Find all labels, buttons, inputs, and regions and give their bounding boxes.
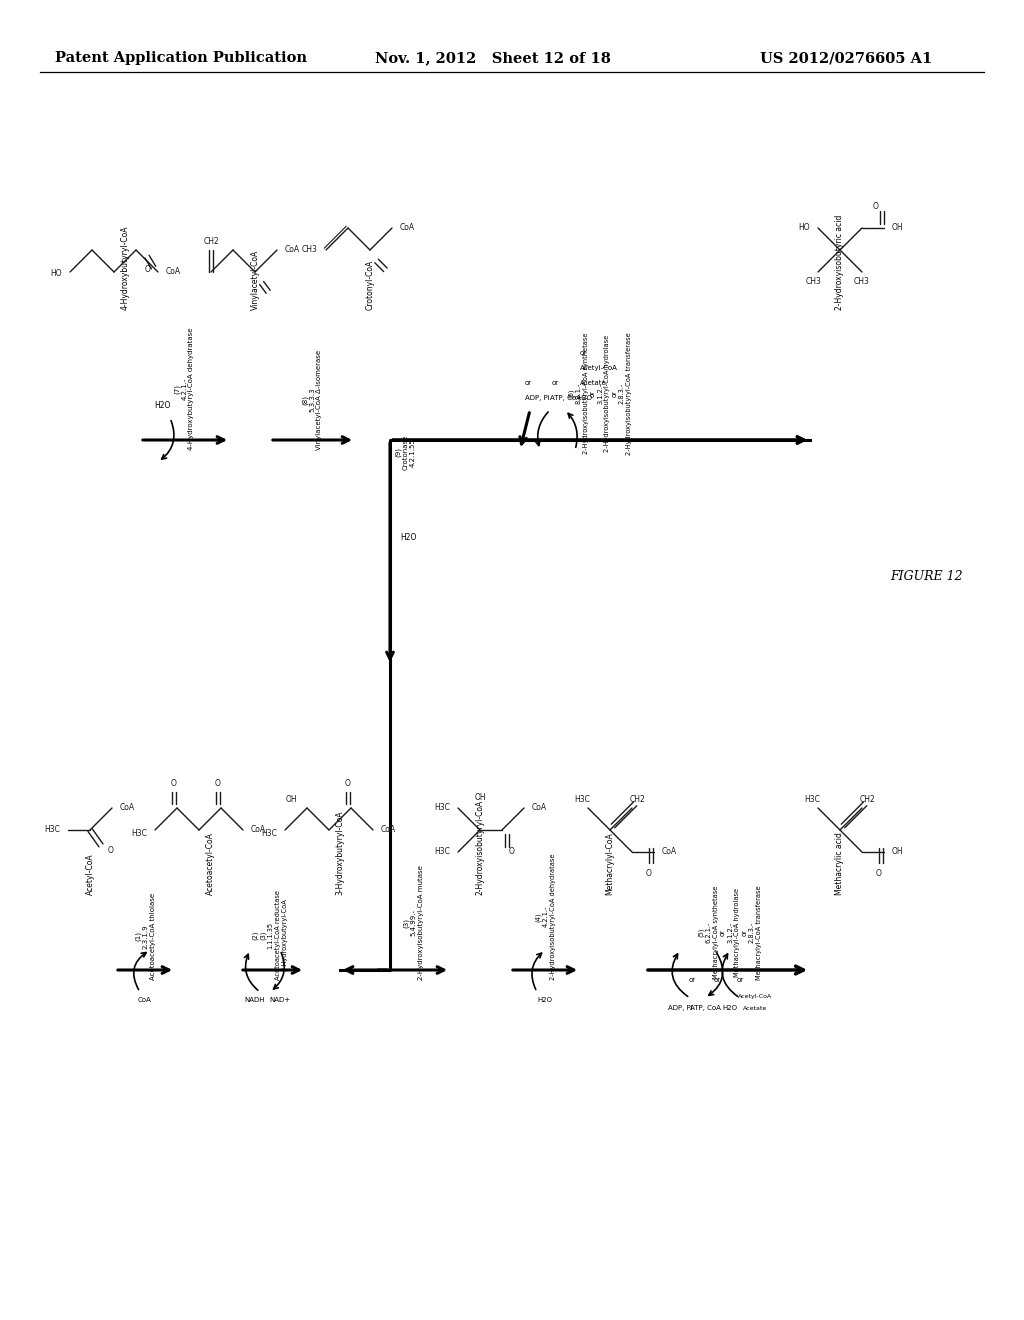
Text: H3C: H3C: [574, 796, 590, 804]
Text: H2O: H2O: [400, 533, 417, 543]
Text: (7)
4.2.1.-
4-Hydroxybutyryl-CoA dehydratase: (7) 4.2.1.- 4-Hydroxybutyryl-CoA dehydra…: [173, 327, 195, 450]
Text: US 2012/0276605 A1: US 2012/0276605 A1: [760, 51, 932, 65]
Text: OH: OH: [474, 793, 485, 803]
Text: or: or: [688, 977, 695, 983]
Text: FIGURE 12: FIGURE 12: [890, 570, 963, 583]
Text: Patent Application Publication: Patent Application Publication: [55, 51, 307, 65]
Text: OH: OH: [892, 223, 903, 232]
Text: CoA: CoA: [532, 804, 547, 813]
Text: HO: HO: [50, 269, 62, 279]
Text: Acetyl-CoA: Acetyl-CoA: [580, 366, 617, 371]
Text: H2O: H2O: [538, 997, 553, 1003]
Text: ATP, CoA: ATP, CoA: [550, 395, 581, 401]
Text: O: O: [877, 869, 882, 878]
Text: Methacrylic acid: Methacrylic acid: [836, 832, 845, 895]
Text: (5)
6.2.1.-
Methacrylyl-CoA synthetase
or
3.1.2.-
Methacrylyl-CoA hydrolase
or
2: (5) 6.2.1.- Methacrylyl-CoA synthetase o…: [697, 886, 762, 979]
Text: CoA: CoA: [662, 847, 677, 857]
Text: H3C: H3C: [261, 829, 278, 837]
Text: NADH: NADH: [245, 997, 265, 1003]
Text: H3C: H3C: [434, 847, 450, 857]
Text: O: O: [145, 265, 151, 275]
Text: NAD+: NAD+: [269, 997, 291, 1003]
Text: 3-Hydroxybutyryl-CoA: 3-Hydroxybutyryl-CoA: [336, 810, 344, 895]
Text: (3)
5.4.99.-
2-Hydroxyisobutyryl-CoA mutase: (3) 5.4.99.- 2-Hydroxyisobutyryl-CoA mut…: [402, 865, 424, 979]
Text: Crotonyl-CoA: Crotonyl-CoA: [366, 260, 375, 310]
Text: O: O: [509, 846, 515, 855]
Text: Acetoacetyl-CoA: Acetoacetyl-CoA: [206, 832, 214, 895]
Text: H2O: H2O: [723, 1005, 737, 1011]
Text: O: O: [109, 846, 114, 855]
Text: 2-Hydroxyisobutyryl-CoA: 2-Hydroxyisobutyryl-CoA: [475, 800, 484, 895]
Text: (1)
2.3.1.9
Acetoacetyl-CoA thiolase: (1) 2.3.1.9 Acetoacetyl-CoA thiolase: [134, 892, 156, 979]
Text: O: O: [345, 779, 351, 788]
Text: H2O: H2O: [154, 401, 170, 411]
Text: (9)
Crotonase
4.2.1.55: (9) Crotonase 4.2.1.55: [394, 434, 416, 470]
Text: or: or: [525, 380, 532, 385]
Text: CH3: CH3: [806, 277, 822, 286]
Text: (6)
8.2.1.-
2-Hydroxyisobutyryl-CoA synthetase
or
3.1.2.-
2-Hydroxyisobutyryl-Co: (6) 8.2.1.- 2-Hydroxyisobutyryl-CoA synt…: [567, 333, 632, 455]
Text: CH2: CH2: [630, 796, 646, 804]
Text: Vinylacetyl-CoA: Vinylacetyl-CoA: [251, 249, 259, 310]
Text: 4-Hydroxybutyryl-CoA: 4-Hydroxybutyryl-CoA: [121, 226, 129, 310]
Text: or: or: [736, 977, 743, 983]
Text: O: O: [873, 202, 879, 211]
Text: CoA: CoA: [251, 825, 266, 834]
Text: CoA: CoA: [285, 246, 300, 255]
Text: O: O: [171, 779, 177, 788]
Text: H2O: H2O: [577, 395, 592, 401]
Text: OH: OH: [286, 796, 297, 804]
Text: 2-Hydroxyisobutyric acid: 2-Hydroxyisobutyric acid: [836, 215, 845, 310]
Text: H3C: H3C: [131, 829, 147, 837]
Text: ADP, Pi: ADP, Pi: [525, 395, 550, 401]
Text: Acetyl-CoA: Acetyl-CoA: [85, 853, 94, 895]
Text: H3C: H3C: [434, 804, 450, 813]
Text: ATP, CoA: ATP, CoA: [689, 1005, 721, 1011]
Text: CoA: CoA: [400, 223, 415, 232]
Text: CoA: CoA: [166, 268, 181, 276]
Text: (8)
5.3.3.3
Vinylacetyl-CoA Δ-isomerase: (8) 5.3.3.3 Vinylacetyl-CoA Δ-isomerase: [301, 350, 323, 450]
Text: CH2: CH2: [860, 796, 876, 804]
Text: CH3: CH3: [854, 277, 870, 286]
Text: OH: OH: [892, 847, 903, 857]
Text: HO: HO: [799, 223, 810, 232]
Text: ADP, Pi: ADP, Pi: [668, 1005, 692, 1011]
Text: H3C: H3C: [804, 796, 820, 804]
Text: O: O: [646, 869, 652, 878]
Text: or: or: [552, 380, 559, 385]
Text: CoA: CoA: [120, 804, 135, 813]
Text: H3C: H3C: [44, 825, 60, 834]
Text: Nov. 1, 2012   Sheet 12 of 18: Nov. 1, 2012 Sheet 12 of 18: [375, 51, 611, 65]
Text: Acetate: Acetate: [580, 380, 607, 385]
Text: CoA: CoA: [138, 997, 152, 1003]
Text: Acetate: Acetate: [742, 1006, 767, 1011]
Text: or: or: [714, 977, 721, 983]
Text: CH2: CH2: [203, 238, 219, 247]
Text: CH3: CH3: [302, 246, 318, 255]
Text: (2)
(3)
1.1.1.35
Acetoacetyl-CoA reductase
3-Hydroxybutyryl-CoA: (2) (3) 1.1.1.35 Acetoacetyl-CoA reducta…: [252, 890, 288, 979]
Text: Methacrylyl-CoA: Methacrylyl-CoA: [605, 832, 614, 895]
Text: Acetyl-CoA: Acetyl-CoA: [738, 994, 772, 999]
Text: CoA: CoA: [381, 825, 396, 834]
Text: O: O: [215, 779, 221, 788]
Text: (4)
4.2.1.-
2-Hydroxyisobutyryl-CoA dehydratase: (4) 4.2.1.- 2-Hydroxyisobutyryl-CoA dehy…: [535, 854, 555, 979]
Text: or: or: [580, 350, 587, 356]
